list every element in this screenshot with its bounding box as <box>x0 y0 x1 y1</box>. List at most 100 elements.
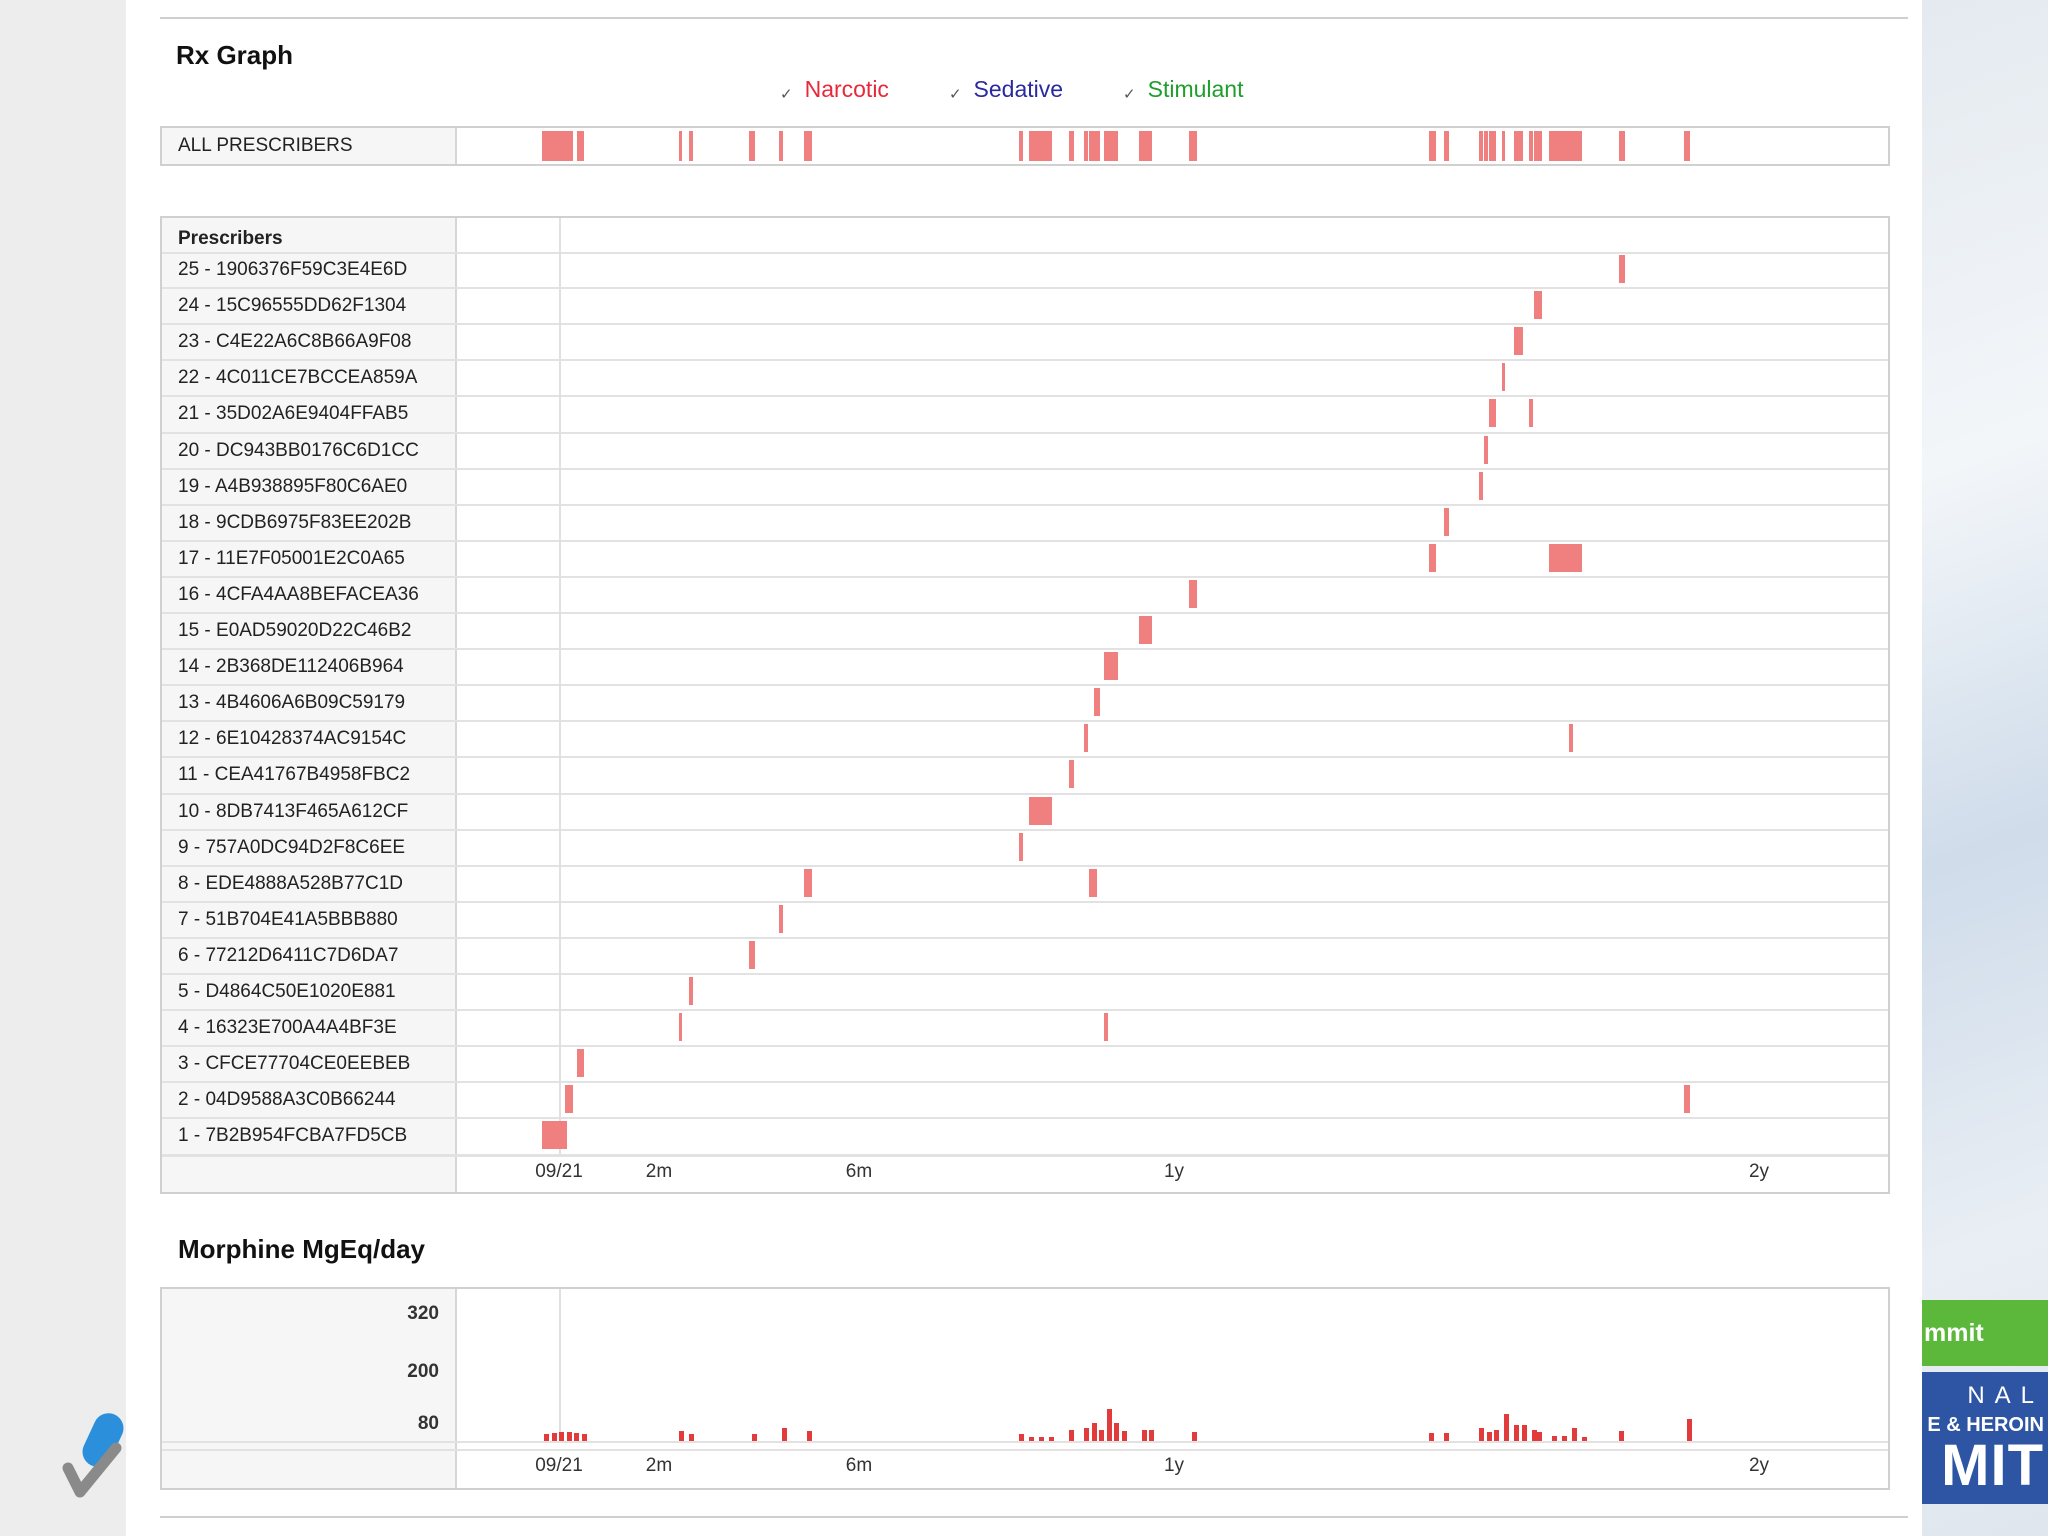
morphine-dose-bar <box>1049 1436 1054 1441</box>
morphine-dose-bar <box>1479 1427 1484 1441</box>
prescriber-row-divider <box>162 1117 1888 1120</box>
morphine-start-gridline <box>559 1289 561 1441</box>
prescription-event-bar <box>1479 471 1483 500</box>
left-margin-strip <box>0 0 126 1536</box>
summit-blue-band: NAL E & HEROIN MIT <box>1922 1372 2048 1504</box>
all-prescribers-event-bar <box>541 131 567 161</box>
prescriber-row-divider <box>162 756 1888 759</box>
prescriber-row-label: 1 - 7B2B954FCBA7FD5CB <box>178 1125 408 1147</box>
prescription-event-bar <box>1534 291 1542 320</box>
stimulant-checkbox-icon[interactable]: ✓ <box>1123 86 1136 103</box>
prescriber-row-divider <box>162 323 1888 326</box>
all-prescribers-event-bar <box>1514 131 1523 161</box>
prescriber-row-divider <box>162 431 1888 434</box>
all-prescribers-event-bar <box>779 131 783 161</box>
legend-narcotic[interactable]: ✓ Narcotic <box>780 76 889 103</box>
all-prescribers-event-bar <box>679 131 682 161</box>
all-prescribers-event-bar <box>1529 131 1533 161</box>
prescriber-row-divider <box>162 395 1888 398</box>
prescriber-row-divider <box>162 648 1888 651</box>
sedative-checkbox-icon[interactable]: ✓ <box>948 86 962 103</box>
all-prescribers-event-bar <box>1549 131 1582 161</box>
prescriber-row-divider <box>162 900 1888 903</box>
prescriber-row-label: 3 - CFCE77704CE0EEBEB <box>178 1053 411 1075</box>
morphine-dose-bar <box>1019 1434 1024 1441</box>
prescribers-label-column: Prescribers 25 - 1906376F59C3E4E6D 24 - 1… <box>162 218 457 1192</box>
all-prescribers-event-bar <box>1094 131 1100 161</box>
all-prescribers-event-bar <box>1501 131 1505 161</box>
top-divider <box>160 17 1908 19</box>
morphine-dose-bar <box>1191 1432 1197 1441</box>
morphine-dose-bar <box>1536 1432 1542 1441</box>
prescriber-row-divider <box>162 828 1888 831</box>
prescriber-row-divider <box>162 792 1888 795</box>
all-prescribers-label-cell: ALL PRESCRIBERS <box>162 128 457 164</box>
prescription-event-bar <box>1429 543 1436 572</box>
summit-green-band: mmit <box>1922 1300 2048 1366</box>
all-prescribers-event-bar <box>804 131 812 161</box>
prescription-event-bar <box>1529 399 1533 428</box>
morphine-dose-bar <box>1121 1431 1127 1441</box>
prescription-event-bar <box>1069 760 1074 789</box>
prescription-event-bar <box>1684 1085 1690 1114</box>
prescriber-row-label: 20 - DC943BB0176C6D1CC <box>178 439 419 461</box>
prescriber-row-divider <box>162 936 1888 939</box>
time-tick-label: 6m <box>845 1160 873 1182</box>
prescription-event-bar <box>1094 688 1100 717</box>
all-prescribers-event-bar <box>749 131 755 161</box>
morphine-dose-bar <box>1069 1429 1074 1441</box>
legend-narcotic-label: Narcotic <box>804 76 889 102</box>
prescription-event-bar <box>1189 579 1197 608</box>
all-prescribers-event-bar <box>689 131 693 161</box>
prescription-event-bar <box>1089 868 1097 897</box>
prescriber-row-label: 6 - 77212D6411C7D6DA7 <box>178 944 399 966</box>
prescribers-axis-divider <box>162 1154 1888 1157</box>
all-prescribers-panel: ALL PRESCRIBERS <box>160 126 1890 166</box>
morphine-dose-bar <box>1141 1429 1147 1441</box>
prescriber-row-label: 11 - CEA41767B4958FBC2 <box>178 764 411 786</box>
morphine-dose-bar <box>751 1434 757 1441</box>
morphine-dose-bar <box>1571 1427 1577 1441</box>
rx-graph-title: Rx Graph <box>176 40 294 70</box>
morphine-y-tick-label: 320 <box>407 1303 439 1324</box>
prescriber-row-divider <box>162 359 1888 362</box>
morphine-dose-bar <box>1581 1436 1587 1441</box>
all-prescribers-event-bar <box>1534 131 1542 161</box>
prescriber-row-label: 10 - 8DB7413F465A612CF <box>178 800 409 822</box>
prescriber-row-label: 5 - D4864C50E1020E881 <box>178 981 396 1002</box>
morphine-dose-bar <box>1429 1432 1434 1441</box>
morphine-dose-bar <box>1486 1432 1492 1441</box>
prescriber-row-label: 22 - 4C011CE7BCCEA859A <box>178 367 418 389</box>
prescriber-row-label: 15 - E0AD59020D22C46B2 <box>178 620 412 641</box>
morphine-dose-bar <box>1039 1436 1044 1441</box>
prescriber-row-divider <box>162 720 1888 723</box>
legend-stimulant[interactable]: ✓ Stimulant <box>1123 76 1243 103</box>
morphine-dose-bar <box>1561 1435 1567 1441</box>
all-prescribers-event-bar <box>1189 131 1197 161</box>
prescriber-row-divider <box>162 575 1888 578</box>
prescription-event-bar <box>1104 652 1118 681</box>
prescriber-row-label: 25 - 1906376F59C3E4E6D <box>178 259 408 280</box>
all-prescribers-event-bar <box>1019 131 1023 161</box>
morphine-dose-bar <box>581 1433 587 1441</box>
prescription-event-bar <box>1501 363 1505 392</box>
legend-sedative[interactable]: ✓ Sedative <box>949 76 1063 103</box>
all-prescribers-event-bar <box>1444 131 1449 161</box>
narcotic-checkbox-icon[interactable]: ✓ <box>780 86 793 103</box>
morphine-dose-bar <box>566 1432 572 1441</box>
prescriber-row-divider <box>162 973 1888 975</box>
morphine-dose-bar <box>1106 1408 1112 1441</box>
prescriber-row-label: 7 - 51B704E41A5BBB880 <box>178 908 398 930</box>
morphine-y-tick-label: 80 <box>417 1413 439 1434</box>
prescription-event-bar <box>1489 399 1496 428</box>
morphine-y-axis: 320 200 80 <box>162 1289 457 1488</box>
all-prescribers-event-bar <box>576 131 584 161</box>
time-tick-label: 09/21 <box>535 1160 583 1182</box>
prescriber-row-label: 19 - A4B938895F80C6AE0 <box>178 475 408 497</box>
morphine-x-tick-label: 2m <box>645 1455 673 1476</box>
bottom-divider <box>160 1516 1908 1518</box>
prescription-event-bar <box>1444 507 1449 536</box>
prescribers-header: Prescribers <box>178 228 283 249</box>
morphine-dose-bar <box>679 1431 684 1441</box>
all-prescribers-event-bar <box>1489 131 1496 161</box>
